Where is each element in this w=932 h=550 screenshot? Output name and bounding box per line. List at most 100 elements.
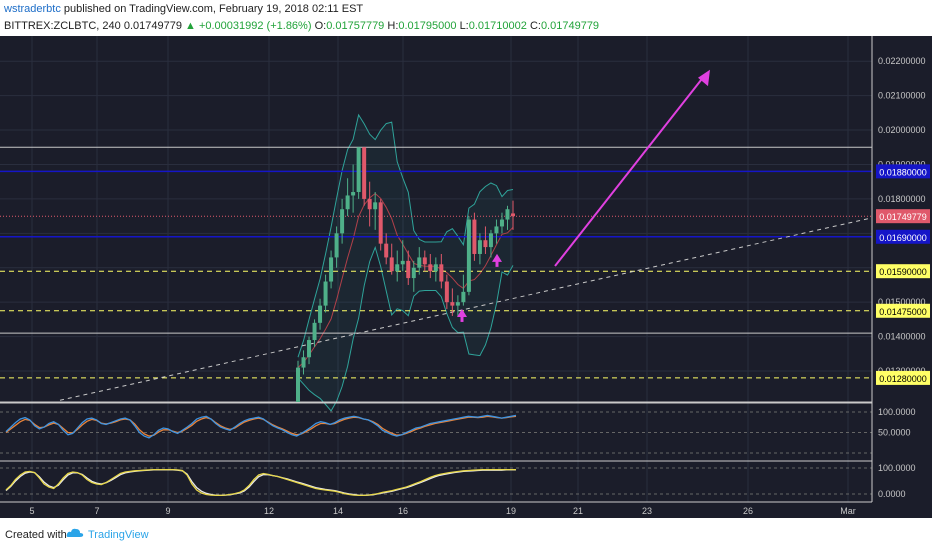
level-price-tag-text: 0.01880000 (879, 167, 927, 177)
x-tick-label: 14 (333, 506, 343, 516)
candle-body (428, 264, 433, 272)
low-value: 0.01710002 (468, 20, 527, 32)
close-label: C: (529, 20, 541, 32)
price-chart[interactable]: 0.01880000 0.01749779 0.01690000 0.01590000… (0, 36, 932, 518)
candle-body (362, 147, 367, 199)
candle-body (351, 192, 356, 196)
candle-body (439, 264, 444, 282)
candle-body (488, 233, 493, 248)
candle-body (400, 260, 405, 265)
candle-body (499, 219, 504, 227)
y-tick-label: 0.01400000 (878, 332, 926, 342)
candle-body (318, 305, 323, 323)
bollinger-fill (298, 114, 513, 411)
candle-body (312, 322, 317, 341)
grid (0, 36, 872, 502)
publish-line: wstraderbtc published on TradingView.com… (4, 3, 363, 15)
buy-arrow-head (492, 253, 502, 262)
level-price-tag (876, 229, 930, 244)
candle-body (461, 291, 466, 303)
x-tick-label: Mar (840, 506, 856, 516)
created-with-text: Created with (5, 529, 67, 541)
axes: 0.022000000.021000000.020000000.01900000… (0, 36, 932, 518)
level-price-tag (876, 209, 930, 224)
osc2-main-line (5, 468, 516, 497)
open-label: O: (314, 20, 327, 32)
candle-body (511, 213, 515, 217)
candle-body (373, 202, 378, 210)
x-tick-label: 7 (94, 506, 99, 516)
osc2-signal-line (5, 469, 516, 497)
candle-body (384, 243, 389, 258)
close-value: 0.01749779 (540, 20, 600, 32)
osc1-tick-label: 100.0000 (878, 407, 916, 417)
x-tick-label: 26 (743, 506, 753, 516)
x-tick-label: 23 (642, 506, 652, 516)
y-tick-label: 0.01800000 (878, 194, 926, 204)
published-text: published on TradingView.com, February 1… (63, 3, 364, 15)
level-price-tag (876, 303, 930, 318)
bollinger-bands (297, 113, 514, 412)
high-label: H: (387, 20, 399, 32)
candle-body (466, 219, 471, 292)
tradingview-brand[interactable]: TradingView (88, 529, 149, 541)
bollinger-upper (297, 113, 514, 358)
trendlines (59, 217, 873, 401)
annotations (457, 69, 710, 322)
candle-body (417, 257, 422, 268)
oscillators (0, 402, 872, 497)
x-tick-label: 12 (264, 506, 274, 516)
candle-body (378, 202, 383, 244)
candle-body (340, 209, 345, 234)
target-arrow-line (554, 74, 706, 267)
osc2-tick-label: 100.0000 (878, 463, 916, 473)
y-tick-label: 0.01500000 (878, 297, 926, 307)
level-price-tag-text: 0.01280000 (879, 374, 927, 384)
bollinger-basis (297, 192, 514, 368)
price-change: ▲ +0.00031992 (+1.86%) (185, 20, 312, 32)
chart-header: wstraderbtc published on TradingView.com… (0, 0, 932, 36)
candle-body (301, 357, 306, 368)
candle-body (455, 302, 460, 306)
buy-arrow-stem (460, 315, 464, 322)
x-tick-label: 9 (165, 506, 170, 516)
level-price-tag (876, 370, 930, 385)
candle-body (433, 264, 438, 272)
candle-body (367, 198, 372, 210)
candle-body (389, 257, 394, 272)
open-value: 0.01757779 (326, 20, 385, 32)
author-link[interactable]: wstraderbtc (4, 3, 61, 15)
ohlc-line: BITTREX:ZCLBTC, 240 0.01749779 ▲ +0.0003… (4, 20, 599, 32)
candle-body (345, 195, 350, 210)
osc1-tick-label: 50.0000 (878, 428, 911, 438)
candle-body (411, 267, 416, 279)
time-axis-bg (0, 502, 932, 518)
symbol-label: BITTREX:ZCLBTC, 240 (4, 20, 121, 32)
candle-body (323, 281, 328, 306)
y-tick-label: 0.02000000 (878, 125, 926, 135)
buy-arrow-stem (495, 260, 499, 267)
candle-body (444, 281, 449, 303)
tradingview-cloud-icon (66, 528, 84, 537)
high-value: 0.01795000 (398, 20, 457, 32)
target-arrow-head (698, 69, 710, 87)
bollinger-lower (297, 245, 514, 412)
x-tick-label: 5 (29, 506, 34, 516)
y-tick-label: 0.02100000 (878, 91, 926, 101)
osc2-tick-label: 0.0000 (878, 489, 906, 499)
candle-body (334, 233, 339, 258)
candle-body (450, 302, 455, 306)
level-price-tag-text: 0.01690000 (879, 233, 927, 243)
candle-body (494, 226, 499, 234)
candle-body (296, 367, 300, 402)
low-label: L: (459, 20, 469, 32)
level-price-tag-text: 0.01749779 (879, 212, 927, 222)
osc1-main-line (5, 414, 517, 439)
candle-body (472, 219, 477, 254)
candle-body (307, 340, 312, 358)
candle-body (477, 240, 482, 254)
level-price-tag (876, 264, 930, 279)
candle-body (406, 260, 411, 279)
chart-background (0, 36, 932, 518)
x-tick-label: 21 (573, 506, 583, 516)
